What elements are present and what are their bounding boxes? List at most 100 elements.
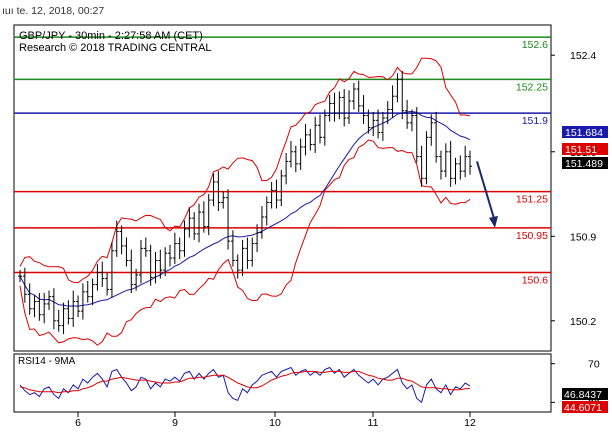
price-bar <box>458 155 463 180</box>
price-bar <box>119 225 124 255</box>
price-bar <box>148 244 153 286</box>
price-bar <box>27 283 32 315</box>
price-tag-bg <box>562 126 608 138</box>
price-bar <box>134 268 139 291</box>
y-tick-label: 150.2 <box>570 316 596 328</box>
rsi-series-0 <box>19 366 471 404</box>
level-label-0: 152.6 <box>522 39 548 51</box>
price-bar <box>308 128 313 151</box>
price-bar <box>366 109 371 134</box>
rsi-tag-bg <box>562 388 608 400</box>
level-label-4: 150.95 <box>516 230 548 242</box>
price-bar <box>438 150 443 180</box>
level-labels: 152.6 152.25 151.9 151.25 150.95 150.6 <box>516 39 548 286</box>
price-bar <box>216 171 221 211</box>
y-tick-label: 150.9 <box>570 231 596 243</box>
price-bar <box>414 107 419 163</box>
x-tick-label: 9 <box>172 417 178 429</box>
price-bar <box>18 270 22 283</box>
price-bar <box>409 109 414 132</box>
price-bar <box>443 143 448 178</box>
price-bar <box>293 145 298 173</box>
price-bar <box>235 254 240 279</box>
price-bars <box>18 70 472 335</box>
price-bar <box>298 138 303 170</box>
price-bar <box>279 169 284 207</box>
level-label-5: 150.6 <box>522 275 548 287</box>
price-tag-bg <box>562 143 608 155</box>
price-bar <box>303 124 308 156</box>
price-bar <box>400 70 405 120</box>
price-bar <box>424 131 429 185</box>
price-bar <box>187 207 192 238</box>
price-bar <box>153 251 158 284</box>
price-bar <box>100 261 105 288</box>
lower-band <box>19 139 471 346</box>
price-bar <box>61 302 66 335</box>
price-bar <box>172 232 177 265</box>
price-bar <box>288 140 293 168</box>
main-chart: GBP/JPY - 30min - 2:27:58 AM (CET) Resea… <box>13 24 552 352</box>
price-tags: 151.684 151.51 151.489 <box>562 126 608 170</box>
price-bar <box>129 249 134 294</box>
price-bar <box>453 157 458 185</box>
chart-subtitle: Research © 2018 TRADING CENTRAL <box>19 42 212 54</box>
price-bar <box>76 295 81 318</box>
upper-band <box>19 57 471 284</box>
price-bar <box>90 278 95 306</box>
price-bar <box>351 82 356 110</box>
price-bar <box>182 220 187 257</box>
x-tick-label: 6 <box>75 417 81 429</box>
price-bar <box>269 181 274 209</box>
price-bar <box>429 114 434 146</box>
y-tick-label: 152.4 <box>570 50 596 62</box>
x-tick-label: 11 <box>368 417 379 429</box>
price-bar <box>80 283 85 320</box>
price-bar <box>168 244 172 267</box>
x-tick-label: 10 <box>269 417 281 429</box>
price-bar <box>47 290 52 310</box>
price-bar <box>221 191 226 209</box>
price-bar <box>51 288 56 330</box>
price-bar <box>327 95 332 122</box>
rsi-tick-label: 70 <box>588 359 600 371</box>
rsi-plot-area <box>13 353 552 413</box>
price-bar <box>434 111 439 163</box>
level-label-1: 152.25 <box>516 81 548 93</box>
price-bar <box>114 220 119 257</box>
projection-arrow <box>476 161 498 228</box>
price-bar <box>192 212 197 240</box>
price-bar <box>313 116 318 153</box>
price-bar <box>206 194 211 236</box>
moving-average <box>19 110 471 307</box>
price-bar <box>356 80 361 112</box>
price-bar <box>259 206 264 239</box>
price-bar <box>318 114 322 144</box>
price-bar <box>201 201 206 233</box>
price-tag-bg <box>562 157 608 169</box>
price-bar <box>32 295 37 318</box>
price-tag-label: 151.489 <box>565 158 603 170</box>
arrow-head <box>489 215 498 228</box>
price-tag-label: 151.684 <box>565 127 603 139</box>
price-bar <box>405 99 410 129</box>
price-bar <box>342 88 347 127</box>
price-bar <box>361 95 366 125</box>
price-bar <box>380 111 385 141</box>
price-bar <box>226 189 231 250</box>
price-bar <box>274 179 279 209</box>
envelope-bands <box>19 57 471 346</box>
rsi-panel: RSI14 - 9MA <box>13 353 552 413</box>
price-bar <box>240 239 245 277</box>
header-text: ıuı te. 12, 2018, 00:27 <box>2 5 104 17</box>
rsi-series-1 <box>19 370 471 394</box>
rsi-tag-label: 44.6071 <box>564 402 602 414</box>
price-bar <box>138 239 143 284</box>
price-bar <box>332 92 337 122</box>
rsi-lines <box>19 366 471 404</box>
price-bar <box>163 247 168 277</box>
price-bar <box>264 196 269 226</box>
price-bar <box>245 237 250 269</box>
